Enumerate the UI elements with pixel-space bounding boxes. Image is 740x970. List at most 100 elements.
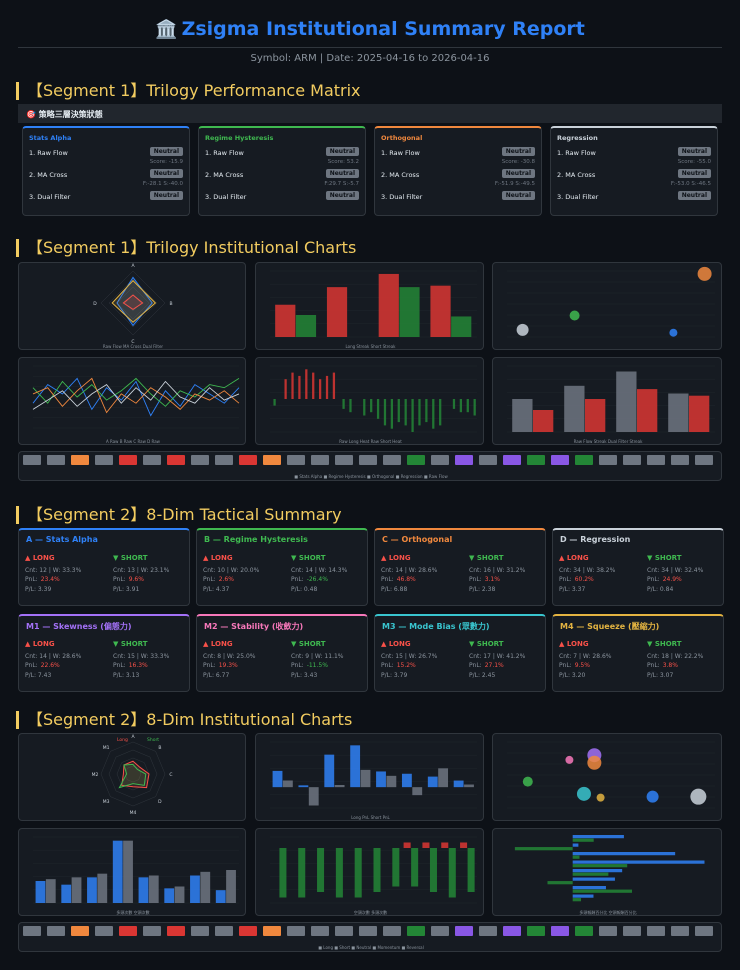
signal-chip [215, 926, 233, 936]
signal-chip [407, 926, 425, 936]
bar [378, 273, 399, 337]
hbar [572, 855, 580, 859]
long-column: ▲ LONG Cnt: 34 | W: 38.2% PnL: 60.2% P/L: 3.… [559, 554, 633, 594]
pl-ratio: P/L: 3.20 [559, 671, 586, 679]
pnl-label: PnL: [291, 576, 304, 583]
bar [383, 399, 387, 426]
signal-chip [575, 926, 593, 936]
bar [200, 871, 211, 903]
chart-e-wf: 空頭次數 多頭次數 [255, 828, 484, 916]
pl-ratio: P/L: 6.88 [381, 585, 408, 593]
bar [422, 842, 430, 848]
status-badge: Neutral [149, 147, 183, 156]
pnl-value: 16.3% [128, 662, 148, 669]
count-text: Cnt: 13 | W: 23.1% [113, 566, 170, 574]
tactical-card: A — Stats Alpha ▲ LONG Cnt: 12 | W: 33.3% P… [18, 528, 190, 606]
bar [305, 369, 308, 399]
chart-t-div: Raw Long Heat Raw Short Heat [255, 357, 484, 445]
score-text: F:-51.9 S:-49.5 [494, 181, 535, 187]
status-badge: Neutral [677, 191, 711, 200]
radar-ring [116, 286, 150, 320]
radar-ring [100, 741, 166, 807]
radar-legend: Long [117, 737, 128, 743]
count-text: Cnt: 34 | W: 38.2% [559, 566, 616, 574]
pnl-value: 3.1% [484, 576, 500, 583]
radar-ring [124, 294, 142, 312]
signal-chip [263, 455, 281, 465]
long-label: ▲ LONG [381, 554, 411, 562]
bar [284, 379, 287, 399]
radar-axis-label: M1 [103, 745, 110, 751]
bar [452, 399, 456, 409]
status-badge: Neutral [325, 169, 359, 178]
bar [564, 385, 585, 432]
score-text: F:-28.1 S:-40.0 [142, 181, 183, 187]
signal-chip [647, 455, 665, 465]
chart-e-hbar: 多頭報酬百分比 空頭報酬百分比 [492, 828, 722, 916]
tactical-card-title: D — Regression [560, 535, 631, 544]
pnl-row: PnL: 9.5% [559, 661, 633, 671]
pl-ratio: P/L: 3.43 [291, 671, 318, 679]
scatter-point [596, 793, 605, 802]
bar [397, 399, 400, 423]
signal-chip [239, 455, 257, 465]
line-series [32, 380, 240, 410]
radar-axis-label: A [131, 734, 135, 740]
long-column: ▲ LONG Cnt: 10 | W: 20.0% PnL: 2.6% P/L: 4.3… [203, 554, 277, 594]
count-text: Cnt: 34 | W: 32.4% [647, 566, 704, 574]
score-text: Score: 53.2 [327, 159, 359, 165]
radar-series [121, 760, 150, 789]
bar [533, 410, 554, 432]
signal-chip [191, 455, 209, 465]
tactical-card: B — Regime Hysteresis ▲ LONG Cnt: 10 | W: … [196, 528, 368, 606]
bar [512, 399, 533, 432]
bar [334, 785, 345, 788]
score-text: F:-53.0 S:-46.5 [670, 181, 711, 187]
score-text: F:29.7 S:-5.7 [324, 181, 359, 187]
signal-chip [527, 455, 545, 465]
pnl-value: 22.6% [40, 662, 60, 669]
matrix-row: 1. Raw Flow Neutral Score: -55.0 [557, 146, 711, 168]
radar-axis-label: M4 [130, 810, 137, 816]
chart-legend: Raw Flow Streak Dual Filter Streak [574, 439, 643, 444]
chart-t-line: A Raw B Raw C Raw D Raw [18, 357, 246, 445]
pnl-label: PnL: [291, 662, 304, 669]
line-series [32, 377, 240, 417]
pnl-row: PnL: -11.5% [291, 661, 365, 671]
bar [429, 848, 437, 892]
signal-chip [383, 455, 401, 465]
chart-svg [507, 266, 715, 338]
long-column: ▲ LONG Cnt: 14 | W: 28.6% PnL: 46.8% P/L: 6.… [381, 554, 455, 594]
bar [438, 768, 449, 788]
pl-ratio: P/L: 3.13 [113, 671, 140, 679]
title-text: Zsigma Institutional Summary Report [181, 18, 585, 40]
score-text: Score: -15.9 [149, 159, 183, 165]
section-title: 【Segment 1】Trilogy Institutional Charts [16, 239, 356, 257]
bar [174, 886, 185, 903]
long-column: ▲ LONG Cnt: 15 | W: 26.7% PnL: 15.2% P/L: 3.… [381, 640, 455, 680]
pl-ratio: P/L: 3.07 [647, 671, 674, 679]
row-label: 1. Raw Flow [205, 149, 244, 157]
signal-chip [359, 455, 377, 465]
scatter-point [697, 266, 712, 281]
signal-chip [47, 455, 65, 465]
pnl-row: PnL: 23.4% [25, 575, 99, 585]
count-text: Cnt: 10 | W: 20.0% [203, 566, 260, 574]
count-text: Cnt: 17 | W: 41.2% [469, 652, 526, 660]
tactical-card: M4 — Squeeze (壓縮力) ▲ LONG Cnt: 7 | W: 28.6… [552, 614, 724, 692]
strip-legend: ■ Stats Alpha ■ Regime Hysteresis ■ Orth… [294, 474, 448, 479]
radar-series [118, 763, 147, 789]
bar [453, 780, 464, 788]
signal-chip [647, 926, 665, 936]
count-text: Cnt: 9 | W: 11.1% [291, 652, 344, 660]
chart-t-grp: Raw Flow Streak Dual Filter Streak [492, 357, 722, 445]
bar [467, 848, 475, 892]
hbar [572, 869, 623, 873]
signal-chip [383, 926, 401, 936]
signal-chip [479, 455, 497, 465]
pnl-value: 23.4% [40, 576, 60, 583]
pnl-label: PnL: [647, 662, 660, 669]
section-title: 【Segment 2】8-Dim Institutional Charts [16, 711, 352, 729]
short-column: ▼ SHORT Cnt: 16 | W: 31.2% PnL: 3.1% P/L: 2.… [469, 554, 543, 594]
bar [298, 848, 306, 898]
